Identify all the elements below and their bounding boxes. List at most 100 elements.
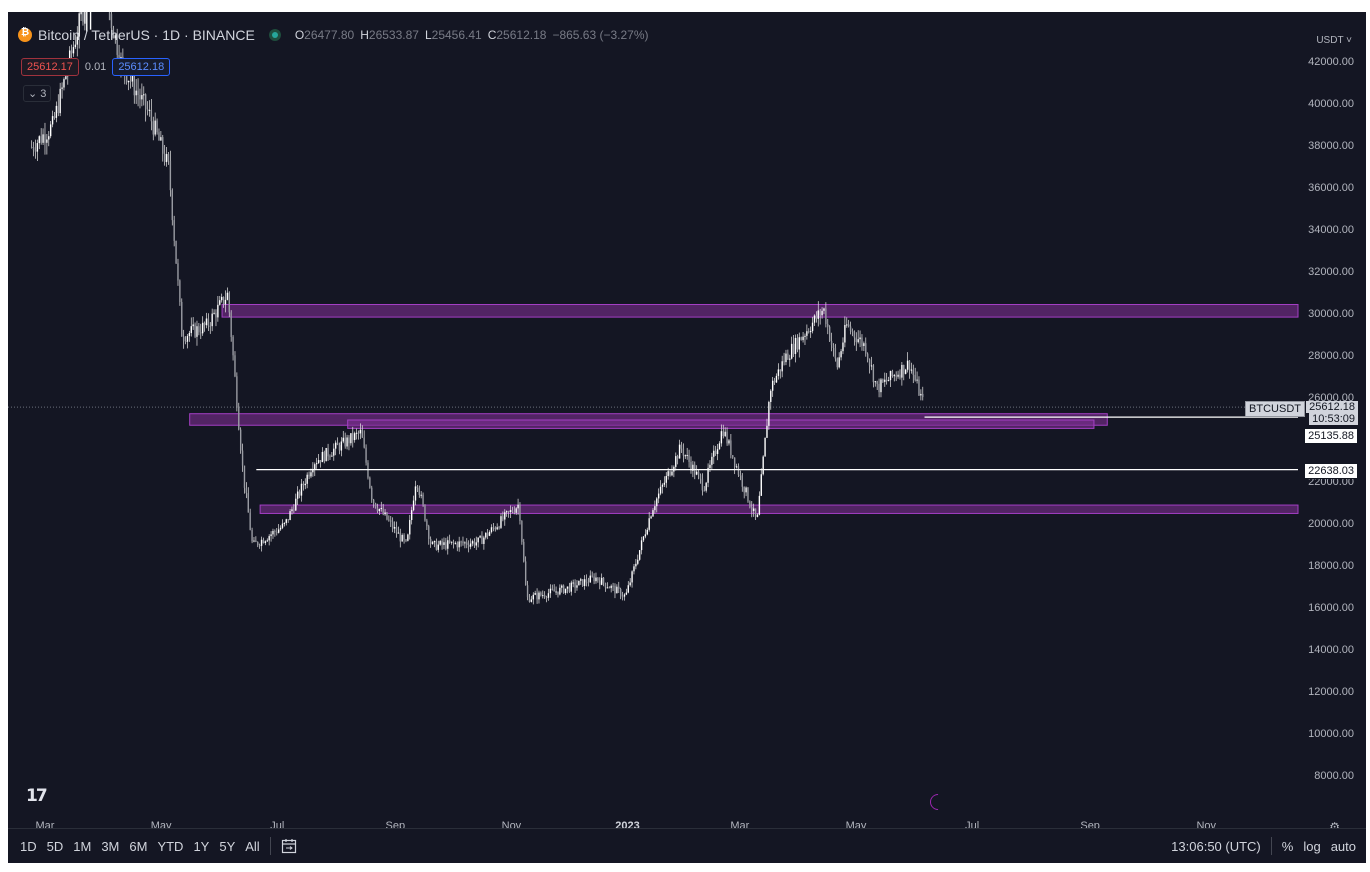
candle-body: [162, 137, 164, 154]
symbol-price-tag: BTCUSDT: [1245, 401, 1305, 417]
toolbar-divider: [269, 837, 271, 855]
candle-body: [304, 483, 306, 486]
candle-body: [521, 521, 523, 542]
candle-body: [266, 540, 268, 542]
bitcoin-icon: [18, 27, 32, 42]
price-chart[interactable]: [8, 12, 1366, 828]
candle-body: [823, 308, 825, 311]
candle-body: [884, 379, 886, 382]
timeframe-button-1y[interactable]: 1Y: [193, 838, 210, 854]
candle-body: [602, 577, 605, 584]
market-status-icon[interactable]: [268, 29, 281, 41]
tradingview-logo[interactable]: 17: [26, 786, 48, 806]
candle-body: [439, 541, 441, 545]
buy-button[interactable]: 25612.18: [112, 58, 171, 76]
candle-body: [312, 469, 314, 473]
close-key: C: [487, 28, 497, 42]
symbol-title[interactable]: Bitcoin / TetherUS · 1D · BINANCE: [38, 27, 255, 43]
candle-body: [258, 545, 261, 547]
chart-area[interactable]: Bitcoin / TetherUS · 1D · BINANCE O26477…: [8, 12, 1366, 862]
candle-body: [561, 585, 563, 588]
date-range-icon[interactable]: [281, 838, 297, 854]
candle-body: [181, 301, 183, 337]
candle-body: [623, 594, 626, 597]
open-value: 26477.80: [304, 28, 355, 42]
candle-body: [219, 300, 221, 305]
candle-body: [329, 456, 331, 458]
candle-body: [678, 444, 681, 459]
candle-body: [336, 442, 339, 446]
log-toggle[interactable]: log: [1303, 838, 1321, 854]
candle-body: [775, 375, 778, 383]
timeframe-button-ytd[interactable]: YTD: [157, 838, 184, 854]
candle-body: [230, 312, 232, 337]
candle-body: [220, 296, 223, 301]
timeframe-button-1d[interactable]: 1D: [20, 838, 37, 854]
candle-body: [564, 588, 567, 594]
candle-body: [828, 326, 831, 341]
timeframe-button-5y[interactable]: 5Y: [219, 838, 236, 854]
candle-body: [895, 375, 897, 377]
candle-body: [357, 432, 360, 434]
clock[interactable]: 13:06:50 (UTC): [1171, 838, 1261, 854]
candle-body: [125, 72, 128, 83]
candle-body: [830, 340, 833, 345]
candle-body: [393, 527, 396, 529]
timeframe-button-6m[interactable]: 6M: [129, 838, 148, 854]
bar-countdown-tag: 10:53:09: [1309, 413, 1358, 425]
candle-body: [30, 147, 33, 148]
candle-body: [222, 296, 225, 305]
candle-body: [247, 493, 249, 513]
candle-body: [585, 579, 588, 583]
candle-body: [652, 510, 654, 517]
timeframe-button-all[interactable]: All: [245, 838, 260, 854]
candle-body: [737, 466, 740, 475]
candle-body: [637, 559, 639, 564]
indicators-toggle[interactable]: ⌄ 3: [23, 85, 52, 102]
candle-body: [416, 486, 419, 488]
candle-body: [296, 491, 299, 499]
settings-gear-icon[interactable]: ⚙: [1329, 820, 1340, 834]
candle-body: [371, 487, 373, 500]
candle-body: [714, 450, 717, 455]
candle-body: [695, 471, 698, 475]
candle-body: [619, 589, 622, 597]
candle-body: [163, 153, 166, 163]
candle-body: [251, 529, 253, 542]
candle-body: [287, 519, 289, 521]
candle-body: [599, 580, 601, 585]
candle-body: [834, 347, 837, 359]
candle-body: [853, 331, 856, 338]
candle-body: [321, 451, 324, 463]
percent-toggle[interactable]: %: [1281, 838, 1294, 854]
candle-body: [635, 563, 637, 567]
open-key: O: [294, 28, 305, 42]
candle-body: [481, 536, 483, 544]
candle-body: [456, 543, 458, 548]
candle-body: [369, 477, 371, 488]
candle-body: [374, 503, 377, 508]
candle-body: [34, 150, 37, 152]
spread-value: 0.01: [84, 61, 107, 73]
sell-button[interactable]: 25612.17: [21, 58, 79, 76]
candle-body: [593, 576, 595, 582]
close-value: 25612.18: [496, 28, 547, 42]
candle-body: [399, 532, 401, 542]
candle-body: [200, 332, 202, 334]
candle-body: [494, 527, 496, 530]
currency-selector[interactable]: USDT ˅: [1316, 35, 1352, 46]
candle-body: [876, 381, 878, 384]
candle-body: [173, 220, 175, 241]
timeframe-button-5d[interactable]: 5D: [46, 838, 64, 854]
timeframe-button-3m[interactable]: 3M: [101, 838, 120, 854]
candle-body: [629, 582, 631, 586]
candle-body: [865, 343, 867, 354]
candle-body: [570, 582, 572, 592]
timeframe-button-1m[interactable]: 1M: [73, 838, 92, 854]
auto-toggle[interactable]: auto: [1330, 838, 1356, 854]
candle-body: [346, 437, 348, 447]
candle-body: [785, 353, 787, 363]
candle-body: [167, 154, 170, 161]
candle-body: [718, 443, 721, 450]
candle-body: [912, 369, 914, 375]
